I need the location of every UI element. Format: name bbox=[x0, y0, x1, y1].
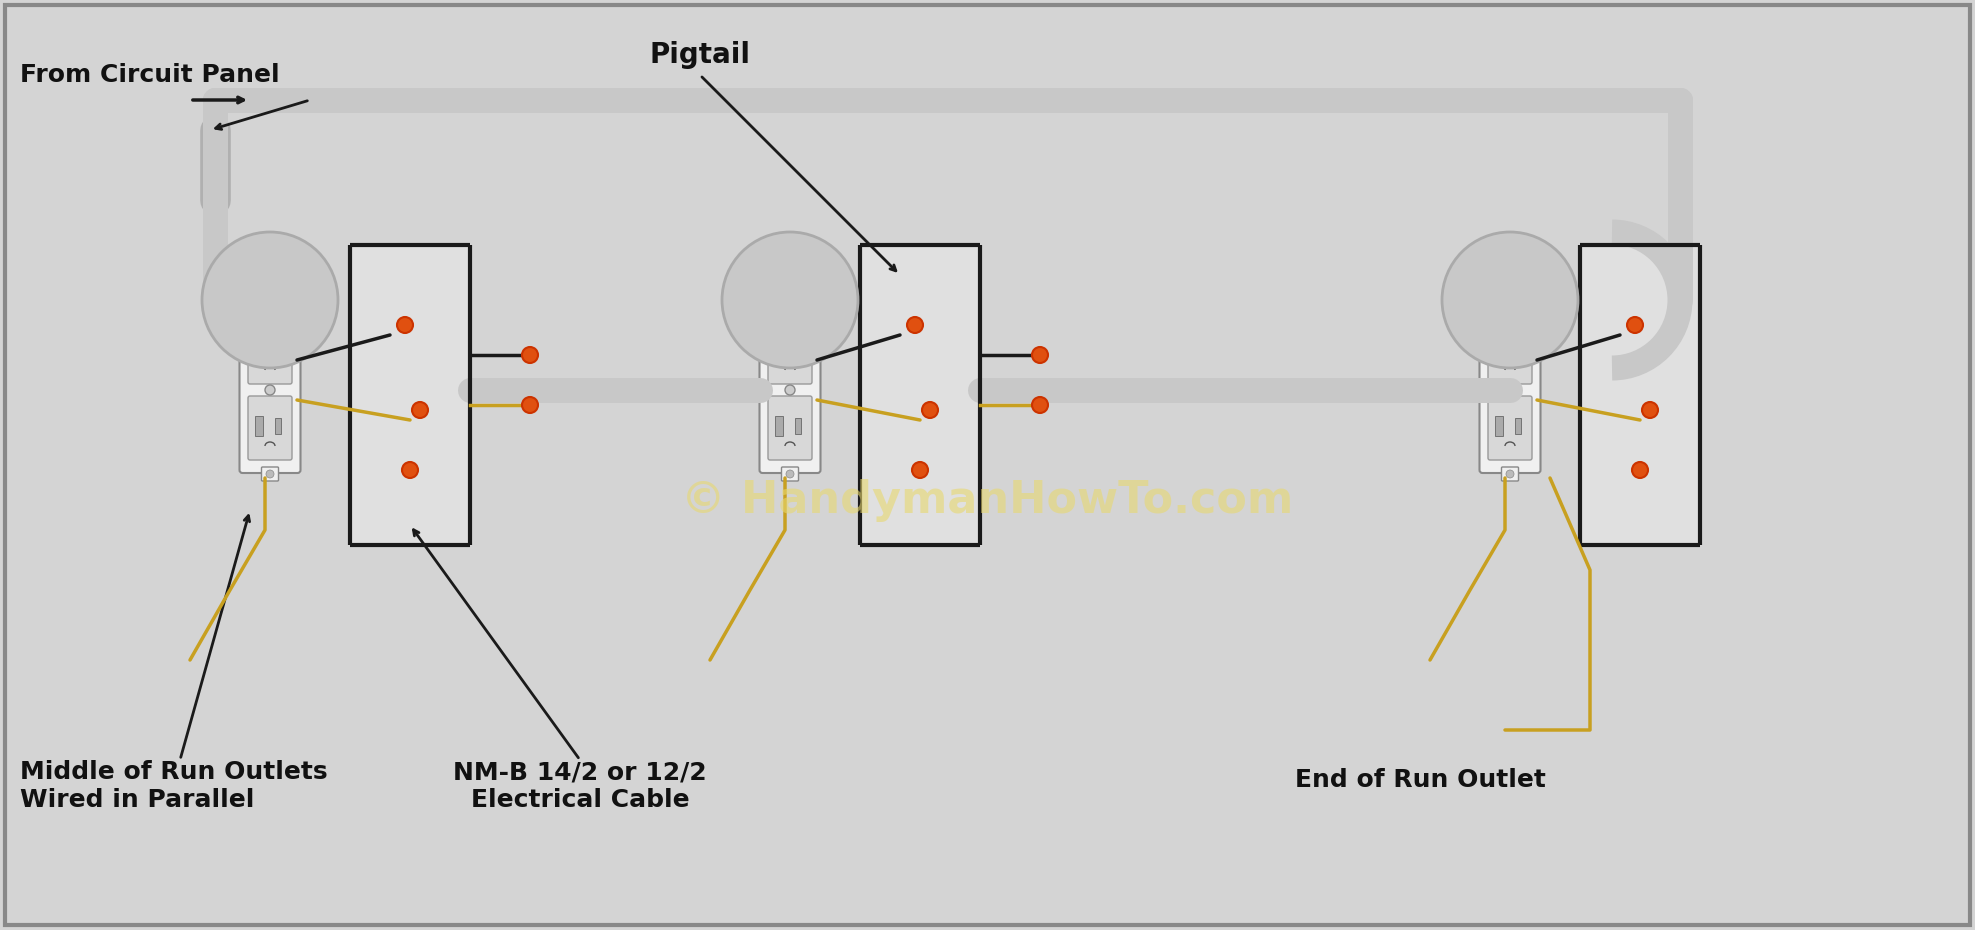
Text: Middle of Run Outlets
Wired in Parallel: Middle of Run Outlets Wired in Parallel bbox=[20, 760, 328, 812]
Bar bbox=[255, 416, 263, 436]
Circle shape bbox=[267, 470, 275, 478]
FancyBboxPatch shape bbox=[261, 467, 278, 481]
Circle shape bbox=[521, 397, 537, 413]
Bar bbox=[1580, 245, 1700, 545]
Text: Pigtail: Pigtail bbox=[650, 41, 750, 69]
FancyBboxPatch shape bbox=[1487, 396, 1533, 460]
Circle shape bbox=[912, 462, 928, 478]
FancyBboxPatch shape bbox=[760, 307, 820, 473]
Circle shape bbox=[521, 347, 537, 363]
Circle shape bbox=[1033, 397, 1049, 413]
Bar bbox=[1515, 418, 1521, 434]
Circle shape bbox=[784, 385, 796, 395]
Bar bbox=[275, 418, 280, 434]
FancyBboxPatch shape bbox=[1501, 467, 1519, 481]
Bar bbox=[859, 245, 980, 545]
Circle shape bbox=[1505, 385, 1515, 395]
Circle shape bbox=[397, 317, 413, 333]
FancyBboxPatch shape bbox=[249, 396, 292, 460]
Bar bbox=[350, 245, 470, 545]
Bar bbox=[1495, 416, 1503, 436]
FancyBboxPatch shape bbox=[782, 299, 798, 313]
Bar bbox=[774, 416, 782, 436]
Text: From Circuit Panel: From Circuit Panel bbox=[20, 63, 280, 87]
Circle shape bbox=[723, 232, 857, 368]
FancyBboxPatch shape bbox=[768, 320, 812, 384]
Bar bbox=[796, 418, 802, 434]
FancyBboxPatch shape bbox=[1501, 299, 1519, 313]
Text: End of Run Outlet: End of Run Outlet bbox=[1294, 768, 1546, 792]
FancyBboxPatch shape bbox=[1487, 320, 1533, 384]
Bar bbox=[796, 342, 802, 358]
FancyBboxPatch shape bbox=[249, 320, 292, 384]
Circle shape bbox=[922, 402, 938, 418]
Circle shape bbox=[1641, 402, 1657, 418]
Circle shape bbox=[786, 470, 794, 478]
Circle shape bbox=[265, 385, 275, 395]
Circle shape bbox=[413, 402, 429, 418]
Circle shape bbox=[1507, 470, 1515, 478]
Bar bbox=[255, 340, 263, 360]
Circle shape bbox=[403, 462, 419, 478]
Circle shape bbox=[1627, 317, 1643, 333]
FancyBboxPatch shape bbox=[782, 467, 798, 481]
FancyBboxPatch shape bbox=[768, 396, 812, 460]
FancyBboxPatch shape bbox=[1479, 307, 1541, 473]
FancyBboxPatch shape bbox=[261, 299, 278, 313]
Bar bbox=[1515, 342, 1521, 358]
Circle shape bbox=[786, 302, 794, 310]
Circle shape bbox=[201, 232, 338, 368]
Bar bbox=[774, 340, 782, 360]
Circle shape bbox=[1033, 347, 1049, 363]
Circle shape bbox=[267, 302, 275, 310]
Text: NM-B 14/2 or 12/2
Electrical Cable: NM-B 14/2 or 12/2 Electrical Cable bbox=[452, 760, 707, 812]
Circle shape bbox=[1631, 462, 1647, 478]
Text: © HandymanHowTo.com: © HandymanHowTo.com bbox=[681, 479, 1294, 522]
Circle shape bbox=[907, 317, 922, 333]
Bar bbox=[1495, 340, 1503, 360]
Circle shape bbox=[1442, 232, 1578, 368]
Bar bbox=[275, 342, 280, 358]
FancyBboxPatch shape bbox=[239, 307, 300, 473]
Circle shape bbox=[1507, 302, 1515, 310]
